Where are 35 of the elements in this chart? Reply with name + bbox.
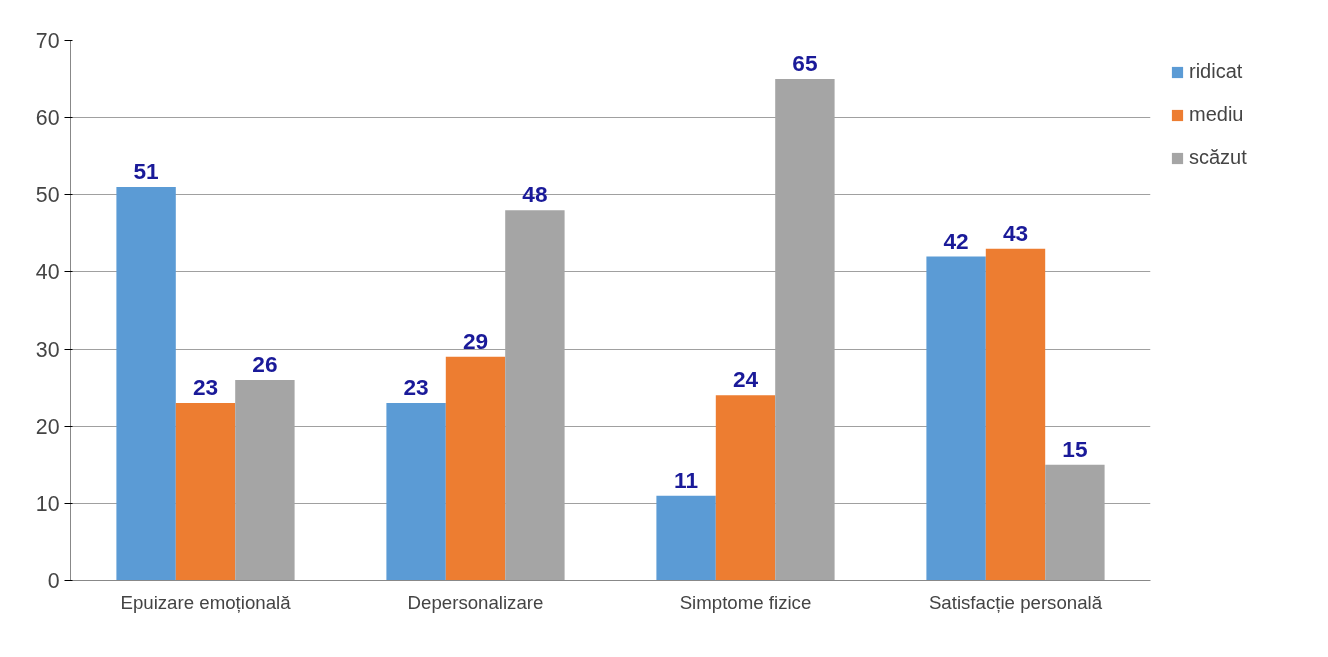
bar (926, 256, 986, 581)
data-label: 29 (462, 327, 489, 354)
data-label: 43 (1002, 219, 1029, 246)
data-label: 23 (192, 374, 219, 401)
y-tick-label: 0 (47, 569, 60, 593)
bar (386, 403, 446, 581)
x-tick-label: Depersonalizare (407, 591, 544, 613)
data-label: 23 (403, 374, 429, 401)
x-tick-label: Satisfacție personală (928, 591, 1103, 613)
y-tick-label: 40 (35, 260, 60, 285)
data-label: 51 (133, 158, 159, 185)
data-label: 11 (674, 466, 699, 493)
y-tick-label: 70 (35, 29, 60, 53)
y-tick-label: 30 (35, 337, 60, 362)
data-label: 15 (1062, 435, 1088, 462)
bar (985, 248, 1046, 581)
data-label: 48 (522, 181, 548, 208)
legend-label: mediu (1189, 103, 1244, 126)
data-label: 65 (792, 50, 818, 77)
x-tick-label: Simptome fizice (679, 591, 812, 613)
legend-label: ridicat (1189, 60, 1243, 83)
y-tick-label: 20 (35, 414, 60, 439)
data-label: 42 (943, 227, 969, 254)
y-tick-label: 60 (35, 106, 60, 131)
y-tick-label: 10 (35, 491, 60, 516)
bar (656, 495, 716, 581)
bar (116, 187, 176, 581)
legend-label: scăzut (1189, 146, 1247, 169)
data-label: 24 (732, 366, 759, 393)
x-tick-label: Epuizare emoțională (120, 591, 292, 613)
bar (175, 403, 236, 581)
bar (715, 395, 776, 581)
data-label: 26 (252, 350, 278, 377)
y-tick-label: 50 (35, 183, 60, 208)
bar (445, 356, 506, 581)
